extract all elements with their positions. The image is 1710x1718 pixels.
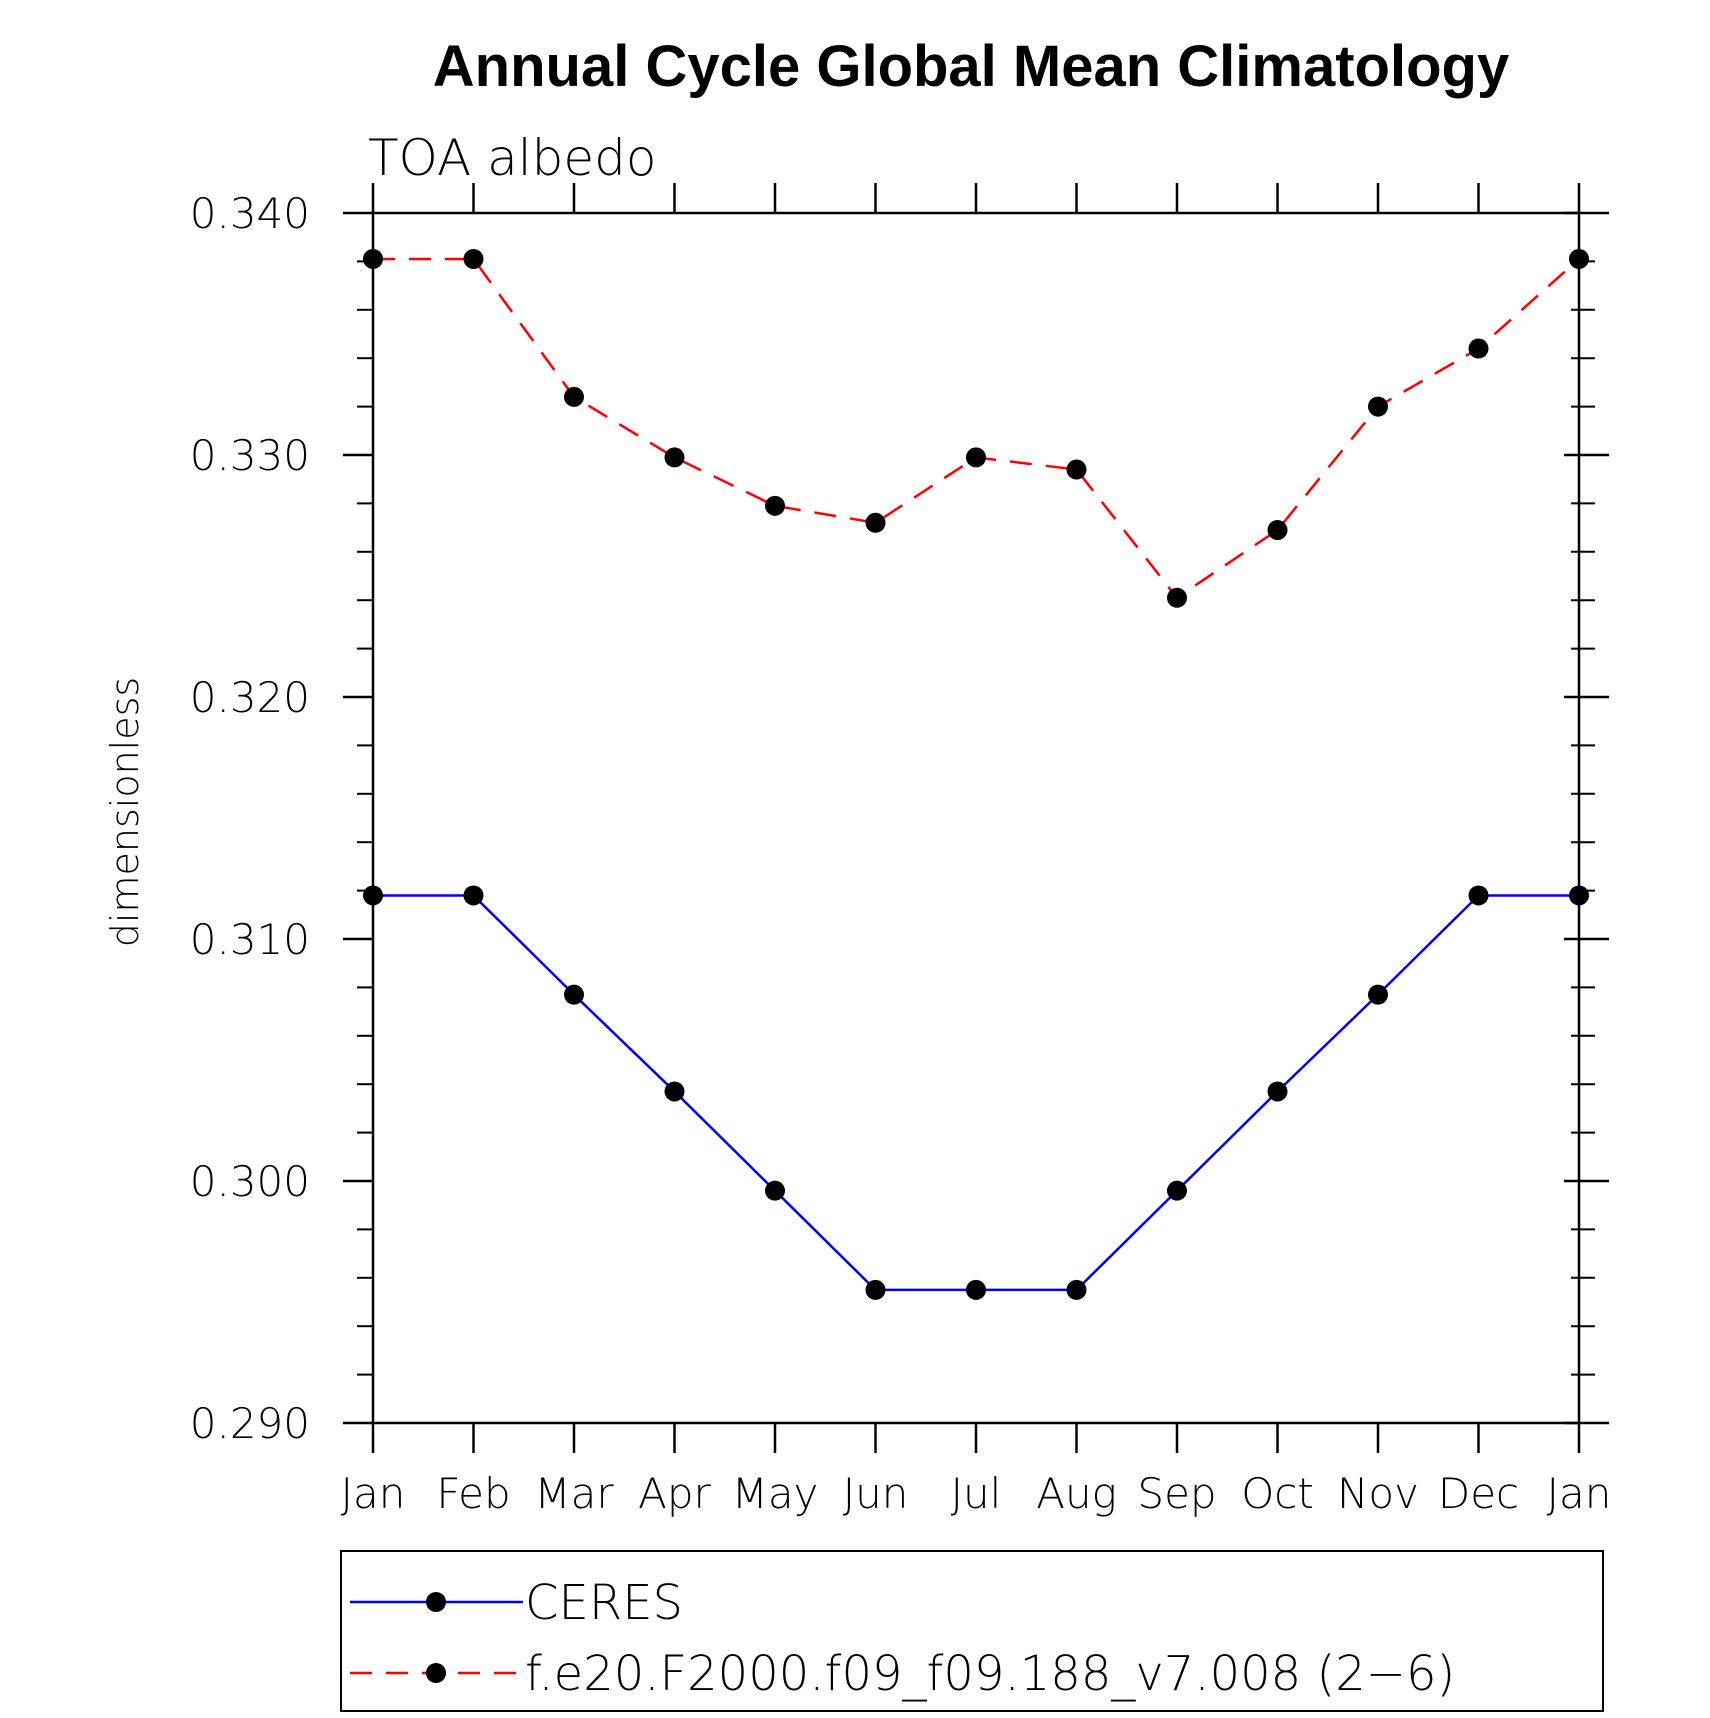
x-tick-label: Jan — [341, 1469, 406, 1518]
series-line-1 — [373, 257, 1580, 600]
series-0-point — [1066, 1279, 1087, 1300]
series-0-point — [463, 885, 484, 906]
series-0-point — [1569, 885, 1589, 906]
series-0-point — [363, 885, 383, 906]
series-1-point — [1167, 587, 1187, 608]
x-tick-label: May — [732, 1469, 819, 1518]
x-tick-label: Nov — [1337, 1469, 1419, 1518]
y-tick-label: 0.330 — [190, 431, 310, 480]
x-tick-label: Jul — [951, 1469, 1002, 1518]
series-1-point — [865, 512, 886, 533]
series-0-point — [1267, 1081, 1288, 1102]
y-tick-label: 0.310 — [190, 915, 310, 964]
y-axis-label: dimensionless — [103, 677, 147, 947]
y-tick-label: 0.300 — [190, 1157, 310, 1206]
x-tick-label: Jun — [843, 1469, 909, 1518]
series-1-point — [1569, 248, 1589, 269]
legend-label: CERES — [525, 1575, 683, 1631]
series-0-point — [865, 1279, 886, 1300]
series-1-point — [564, 386, 584, 407]
series-1-point — [363, 248, 383, 269]
x-tick-label: Sep — [1137, 1469, 1216, 1518]
series-1-point — [664, 447, 685, 468]
series-0-point — [1167, 1180, 1187, 1201]
x-tick-label: Aug — [1036, 1469, 1117, 1518]
series-1-point — [1468, 338, 1489, 359]
legend-label: f.e20.F2000.f09_f09.188_v7.008 (2−6) — [525, 1646, 1455, 1702]
chart-title: Annual Cycle Global Mean Climatology — [433, 34, 1509, 99]
series-1-point — [1267, 520, 1288, 541]
chart-subtitle: TOA albedo — [368, 129, 656, 187]
x-tick-label: Jan — [1547, 1469, 1612, 1518]
x-tick-label: Oct — [1241, 1469, 1314, 1518]
series-0-point — [1468, 885, 1489, 906]
series-line-0 — [373, 894, 1579, 1292]
series-1-point — [765, 495, 785, 516]
series-1-point — [1066, 459, 1087, 480]
legend-marker-0 — [426, 1592, 446, 1612]
legend-marker-1 — [426, 1663, 446, 1683]
x-tick-label: Mar — [534, 1469, 614, 1518]
y-tick-label: 0.290 — [190, 1399, 310, 1448]
legend: CERES f.e20.F2000.f09_f09.188_v7.008 (2−6… — [340, 1550, 1604, 1712]
x-tick-label: Apr — [638, 1469, 711, 1518]
series-1-point — [1368, 396, 1388, 417]
series-0-point — [564, 984, 584, 1005]
series-1-point — [463, 248, 484, 269]
series-0-point — [1368, 984, 1388, 1005]
legend-box — [340, 1550, 1604, 1712]
x-tick-label: Dec — [1438, 1469, 1519, 1518]
series-0-point — [664, 1081, 685, 1102]
y-tick-label: 0.320 — [190, 673, 310, 722]
x-tick-label: Feb — [436, 1469, 510, 1518]
series-1-point — [966, 447, 986, 468]
series-0-point — [966, 1279, 986, 1300]
y-tick-label: 0.340 — [190, 189, 310, 238]
series-0-point — [765, 1180, 785, 1201]
plot-area: 0.290 0.300 0.310 0.320 0.330 0.340 Jan Feb Mar A… — [190, 183, 1612, 1518]
